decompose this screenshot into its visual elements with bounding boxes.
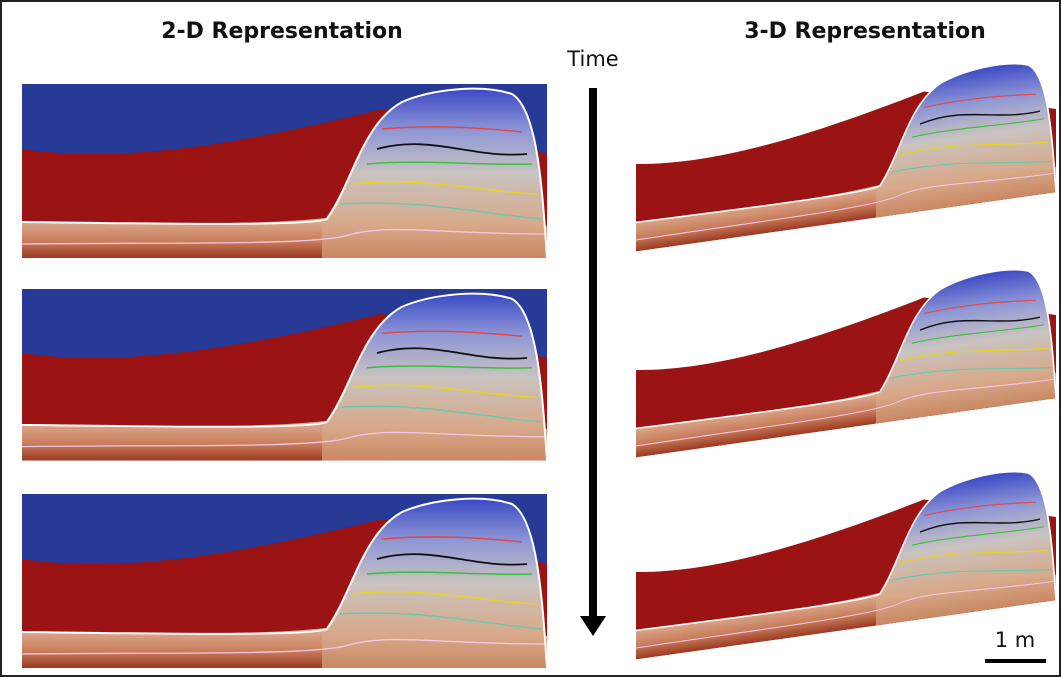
panel-2d-3 bbox=[22, 494, 547, 668]
page: {"left_title": "2-D Representation", "ri… bbox=[0, 0, 1061, 677]
right-title: 3-D Representation bbox=[744, 19, 986, 44]
scale-label: 1 m bbox=[995, 628, 1036, 652]
time-label: Time bbox=[566, 47, 618, 71]
left-title: 2-D Representation bbox=[161, 19, 403, 44]
panel-2d-2 bbox=[22, 289, 547, 460]
panel-2d-1 bbox=[22, 84, 547, 258]
figure: 2-D Representation 3-D Representation Ti… bbox=[0, 0, 1061, 677]
